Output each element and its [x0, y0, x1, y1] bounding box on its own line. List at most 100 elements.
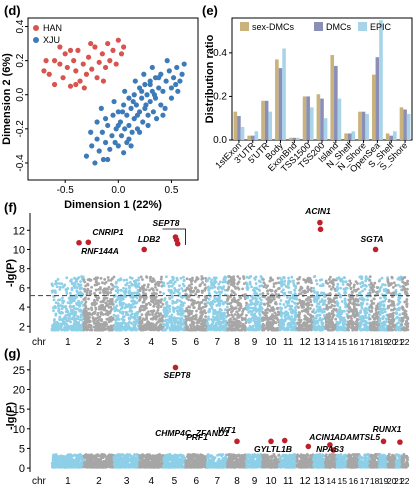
manhattan-point-chr12: [296, 302, 300, 305]
manhattan-point-chr5: [182, 279, 186, 283]
manhattan-point-chr13: [318, 313, 322, 317]
manhattan-plot-f: 24681012-lg(P)CNRIP1RNF144ALDB2SEPT8ACIN…: [5, 206, 410, 348]
manhattan-point-chr4: [158, 299, 162, 302]
manhattan-point-chr12: [306, 305, 310, 309]
manhattan-point-chr10: [262, 302, 266, 306]
manhattan-point-chr17: [364, 320, 368, 323]
manhattan-point-chr20: [394, 284, 398, 287]
manhattan-point-chr11: [288, 298, 292, 301]
manhattan-point-chr6: [186, 311, 190, 315]
bar: [365, 113, 369, 140]
manhattan-point-chr5: [172, 291, 176, 295]
manhattan-point-chr1: [79, 280, 82, 283]
manhattan-point-chr6: [203, 323, 207, 327]
manhattan-point-chr6: [195, 309, 198, 313]
data-point-xju: [131, 92, 137, 98]
manhattan-point-chr1: [76, 453, 80, 457]
manhattan-point-chr1: [59, 311, 63, 315]
manhattan-point-chr2: [101, 289, 105, 292]
manhattan-point-chr13: [321, 283, 325, 286]
bar: [292, 137, 297, 140]
manhattan-point-chr6: [184, 289, 187, 292]
data-point-han: [113, 61, 119, 67]
manhattan-point-chr7: [211, 321, 215, 325]
panel-letter-g: (g): [4, 346, 21, 361]
data-point-han: [57, 44, 63, 50]
manhattan-point-chr4: [156, 280, 160, 284]
manhattan-point-chr8: [228, 321, 232, 324]
manhattan-point-chr19: [383, 299, 387, 303]
manhattan-point-chr2: [93, 310, 97, 314]
data-point-xju: [151, 92, 158, 98]
manhattan-point-chr6: [185, 325, 189, 329]
manhattan-point-chr1: [79, 315, 83, 319]
manhattan-point-chr2: [107, 278, 110, 282]
manhattan-point-chr6: [189, 279, 193, 283]
manhattan-point-chr4: [150, 325, 154, 329]
manhattan-point-chr10: [270, 306, 274, 310]
manhattan-point-chr8: [240, 327, 244, 331]
manhattan-point-chr8: [226, 282, 230, 285]
legend-label: DMCs: [326, 22, 351, 32]
manhattan-point-chr17: [359, 291, 362, 294]
manhattan-point-chr12: [306, 286, 309, 290]
manhattan-point-chr1: [62, 320, 66, 324]
manhattan-point-chr18: [373, 316, 377, 320]
manhattan-point-chr1: [58, 287, 62, 291]
manhattan-point-chr4: [142, 287, 146, 291]
manhattan-point-chr11: [288, 318, 292, 321]
data-point-han: [64, 64, 70, 71]
bar: [316, 94, 321, 140]
manhattan-point-chr4: [144, 302, 148, 306]
manhattan-point-chr1: [75, 289, 79, 293]
manhattan-point-chr5: [166, 324, 170, 328]
manhattan-point-chr8: [232, 275, 236, 279]
manhattan-point-chr1: [68, 305, 72, 309]
manhattan-point-chr8: [238, 277, 242, 280]
manhattan-point-chr8: [226, 299, 229, 302]
manhattan-point-chr3: [112, 305, 116, 309]
manhattan-point-chr20: [387, 318, 391, 321]
manhattan-point-chr7: [210, 323, 213, 327]
manhattan-point-chr2: [93, 461, 97, 465]
manhattan-point-chr1: [51, 465, 55, 469]
manhattan-point-chr16: [346, 327, 350, 331]
manhattan-point-chr9: [256, 319, 260, 323]
manhattan-point-chr2: [103, 282, 107, 285]
manhattan-point-chr7: [213, 290, 217, 294]
manhattan-point-chr10: [274, 281, 278, 285]
manhattan-point-chr13: [315, 321, 319, 325]
y-tick-label: 4: [19, 302, 25, 314]
manhattan-point-chr2: [111, 287, 114, 291]
manhattan-point-chr5: [182, 318, 186, 322]
chr-tick-label: 14: [326, 337, 336, 347]
manhattan-point-chr11: [286, 296, 289, 299]
manhattan-point-chr2: [87, 297, 90, 301]
manhattan-point-chr2: [96, 316, 100, 320]
manhattan-point-chr20: [392, 311, 395, 315]
manhattan-point-chr1: [61, 301, 65, 305]
manhattan-point-chr7: [211, 315, 215, 319]
x-tick-label: 0.0: [111, 185, 125, 196]
data-point-xju: [140, 119, 146, 125]
manhattan-point-chr3: [137, 282, 141, 286]
manhattan-point-chr1: [57, 298, 60, 302]
manhattan-point-chr7: [221, 301, 225, 305]
manhattan-point-chr10: [272, 285, 276, 288]
manhattan-point-chr14: [328, 325, 332, 328]
manhattan-point-chr4: [146, 285, 150, 289]
manhattan-point-chr11: [282, 303, 286, 306]
manhattan-point-chr12: [303, 302, 307, 306]
data-point-han: [88, 40, 94, 47]
manhattan-point-chr4: [161, 315, 165, 319]
manhattan-point-chr2: [108, 464, 112, 468]
manhattan-point-chr7: [213, 312, 217, 316]
manhattan-point-chr10: [275, 328, 278, 332]
manhattan-point-chr7: [223, 308, 227, 312]
manhattan-point-chr1: [77, 299, 80, 303]
manhattan-point-chr1: [62, 455, 66, 458]
manhattan-point-chr2: [89, 453, 93, 457]
highlight-point: [174, 240, 181, 247]
bar: [379, 20, 383, 140]
data-point-han: [110, 47, 116, 54]
